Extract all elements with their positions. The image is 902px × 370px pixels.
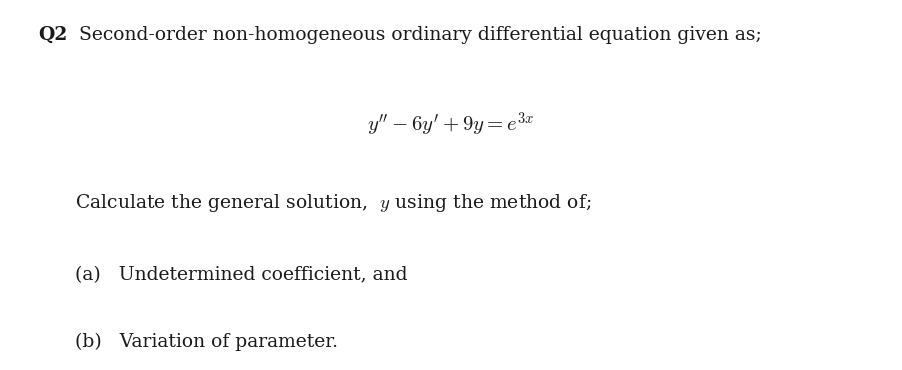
Text: Q2: Q2 [38,26,67,44]
Text: Calculate the general solution,  $y$ using the method of;: Calculate the general solution, $y$ usin… [75,192,592,214]
Text: $y''-6y'+9y=e^{3x}$: $y''-6y'+9y=e^{3x}$ [367,111,535,139]
Text: (b)   Variation of parameter.: (b) Variation of parameter. [75,333,338,351]
Text: Second-order non-homogeneous ordinary differential equation given as;: Second-order non-homogeneous ordinary di… [67,26,761,44]
Text: (a)   Undetermined coefficient, and: (a) Undetermined coefficient, and [75,266,408,285]
